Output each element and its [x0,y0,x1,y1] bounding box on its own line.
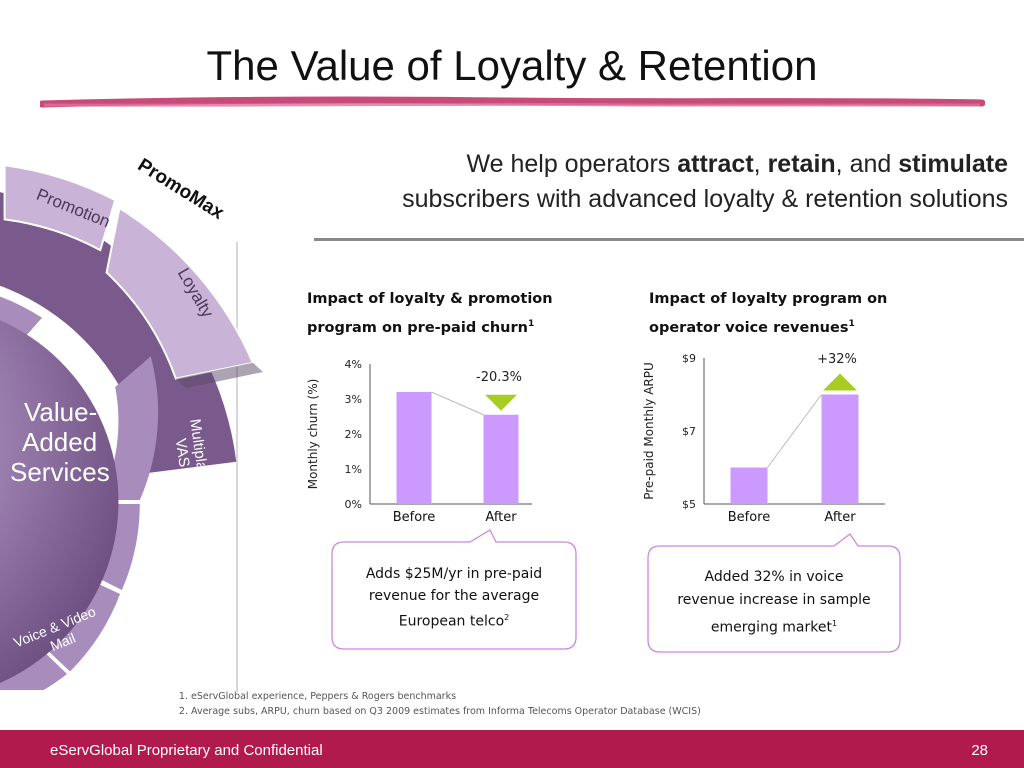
callout-right-line1: Added 32% in voice [704,569,844,585]
footer-confidential: Proprietary and Confidential [136,742,323,759]
arpu-chart: Pre-paid Monthly ARPU $5 $7 $9 Before After +3… [642,352,885,525]
chart1-title-line1: Impact of loyalty & promotion [307,291,553,307]
callout-left-bubble [331,529,577,650]
down-arrow-icon [485,394,517,411]
trend-line [431,391,484,416]
y-axis-label: Pre-paid Monthly ARPU [642,362,656,500]
up-arrow-icon [823,373,857,391]
trend-line [767,394,822,468]
x-tick-label: Before [728,510,771,525]
subtitle-text-2: , [753,150,768,178]
chart2-title-line1: Impact of loyalty program on [649,291,888,307]
center-label: Value- Added Services [10,397,110,487]
subtitle: We help operators attract, retain, and s… [288,147,1008,217]
footnotes: eServGlobal experience, Peppers & Rogers… [171,689,701,719]
callout-left-line3: European telco2 [335,607,573,633]
chart2-title-line2-text: operator voice revenues [649,319,849,336]
title-underline [40,96,985,108]
multiplay-label-line2: VAS [172,437,193,468]
chart2-title-line2: operator voice revenues1 [649,312,887,341]
subtitle-stimulate: stimulate [898,150,1008,178]
loyalty-segment [105,206,255,380]
y-tick-label: 2% [345,428,362,441]
page-number: 28 [971,742,988,759]
y-tick-label: $5 [682,498,696,511]
callout-left-line1: Adds $25M/yr in pre-paid [365,566,543,582]
chart1-title-line2: program on pre-paid churn1 [307,312,553,341]
divider [314,238,1024,241]
chart2-title-sup: 1 [848,319,855,329]
footer-brand: eServGlobal Proprietary and Confidential [50,742,323,759]
subtitle-line-2: subscribers with advanced loyalty & rete… [402,185,1008,213]
y-tick-label: $9 [682,352,696,365]
chart1-title: Impact of loyalty & promotion program on… [307,287,553,341]
footer-brand-name: eServGlobal [50,742,133,759]
voice-mail-segment [0,648,67,690]
change-annotation: -20.3% [476,370,522,385]
chart1-title-line2-text: program on pre-paid churn [307,319,528,336]
callout-right-line3: emerging market1 [650,612,898,640]
callout-left-sup: 2 [504,613,510,622]
y-tick-label: $7 [682,425,696,438]
callout-left-line2: revenue for the average [368,588,540,604]
messaging-segment [42,580,120,672]
chart1-title-sup: 1 [527,319,535,329]
footer-bar [0,730,1024,768]
footnote-2: Average subs, ARPU, churn based on Q3 20… [191,704,701,719]
subtitle-text-3: , and [835,150,899,178]
change-annotation: +32% [817,352,857,367]
callout-right-line2: revenue increase in sample [677,592,871,608]
page-title: The Value of Loyalty & Retention [206,42,818,89]
y-axis-label: Monthly churn (%) [306,379,320,490]
x-tick-label: After [824,510,856,525]
bar-before [730,467,768,504]
vertical-divider [236,242,238,692]
chart2-title: Impact of loyalty program on operator vo… [649,287,887,341]
y-tick-label: 3% [345,393,362,406]
y-tick-label: 4% [345,358,362,371]
callout-left-line3-text: European telco [398,613,505,630]
vas-wheel: Promotion Loyalty PromoMax Multiplay VAS… [0,155,263,690]
y-tick-label: 1% [345,463,362,476]
center-label-line2: Added [22,427,97,457]
x-tick-label: Before [393,510,436,525]
callout-right-line3-text: emerging market [710,619,832,636]
y-tick-label: 0% [345,498,362,511]
bar-after [483,414,519,504]
callout-right-bubble [647,533,901,653]
center-label-line1: Value- [24,397,97,427]
center-label-line3: Services [10,457,110,487]
bar-before [396,392,432,504]
churn-chart: Monthly churn (%) 0% 1% 2% 3% 4% Before After -2… [306,358,532,525]
subtitle-attract: attract [677,150,754,178]
bar-after [821,394,859,504]
callout-right-sup: 1 [831,619,838,628]
subtitle-retain: retain [767,150,836,178]
promomax-label: PromoMax [134,155,228,225]
promotion-segment [3,164,117,252]
footnote-1: eServGlobal experience, Peppers & Rogers… [191,689,701,704]
x-tick-label: After [485,510,517,525]
callout-right: Added 32% in voice revenue increase in s… [650,566,898,640]
subtitle-text-1: We help operators [466,150,678,178]
center-disk [0,320,119,683]
callout-left: Adds $25M/yr in pre-paid revenue for the… [335,563,573,633]
